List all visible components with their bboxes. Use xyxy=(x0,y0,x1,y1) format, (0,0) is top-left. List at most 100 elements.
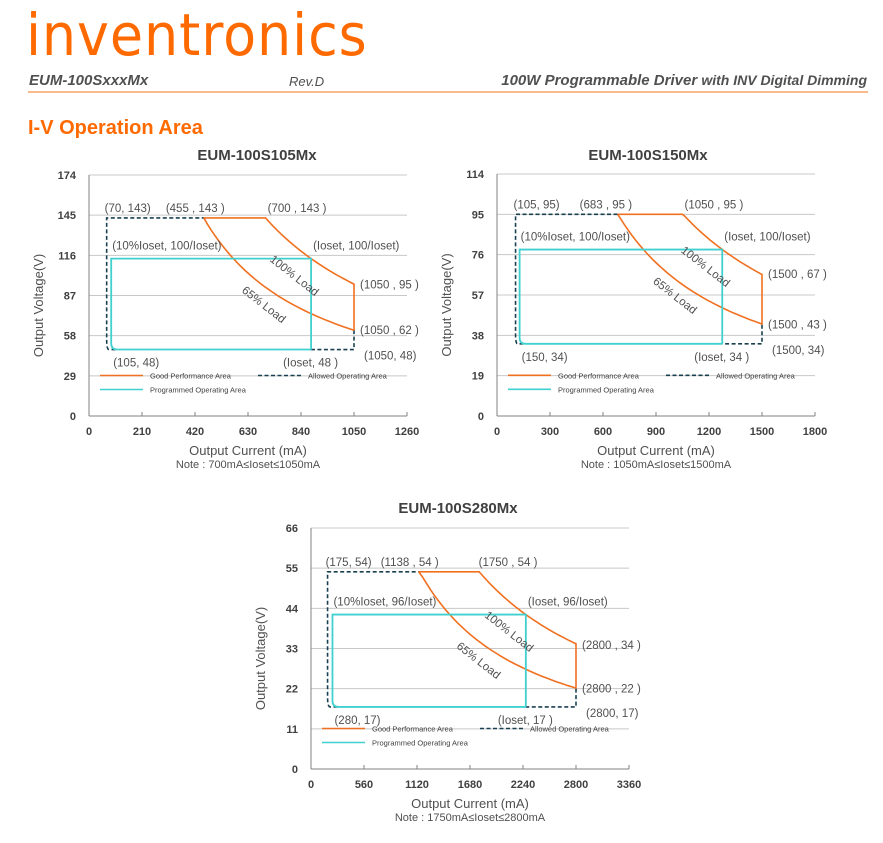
point-label-p9: (105, 48) xyxy=(113,358,159,370)
point-label-p1: (70, 143) xyxy=(105,203,151,215)
x-axis-label: Output Current (mA) xyxy=(597,443,715,458)
x-tick-label: 0 xyxy=(308,779,314,791)
y-tick-label: 95 xyxy=(472,209,484,221)
load-65-label: 65% Load xyxy=(239,285,287,326)
legend-label-allowed: Allowed Operating Area xyxy=(530,725,610,734)
y-tick-label: 116 xyxy=(58,250,76,262)
x-axis-label: Output Current (mA) xyxy=(411,796,529,811)
x-tick-label: 1200 xyxy=(697,426,721,438)
y-tick-label: 0 xyxy=(292,764,298,776)
good-performance-100-load-line xyxy=(203,217,355,331)
x-tick-label: 2240 xyxy=(511,779,535,791)
good-performance-65-load-line xyxy=(203,217,355,332)
programmed-area-line xyxy=(518,248,724,345)
point-label-p1: (175, 54) xyxy=(326,557,372,569)
x-tick-label: 630 xyxy=(239,426,257,438)
point-label-p5: (Ioset, 96/Ioset) xyxy=(528,597,608,609)
legend-label-good-performance: Good Performance Area xyxy=(558,371,640,380)
point-label-p1: (105, 95) xyxy=(514,199,560,211)
y-tick-label: 55 xyxy=(286,563,298,575)
y-tick-label: 57 xyxy=(472,290,484,302)
point-label-p9: (280, 17) xyxy=(334,715,380,727)
point-label-p4: (10%Ioset, 100/Ioset) xyxy=(112,241,221,253)
point-label-p8: (1500, 34) xyxy=(772,345,825,357)
allowed-area-line xyxy=(105,217,204,351)
point-label-p4: (10%Ioset, 96/Ioset) xyxy=(333,597,436,609)
point-label-p2: (455 , 143 ) xyxy=(166,203,225,215)
point-label-p9: (150, 34) xyxy=(522,352,568,364)
y-axis-label: Output Voltage(V) xyxy=(31,254,46,357)
point-label-p3: (1050 , 95 ) xyxy=(685,199,744,211)
point-label-p10: (Ioset, 48 ) xyxy=(283,358,338,370)
x-tick-label: 210 xyxy=(133,426,151,438)
point-label-p2: (683 , 95 ) xyxy=(580,199,633,211)
chart-title: EUM-100S280Mx xyxy=(398,500,518,517)
allowed-area-line xyxy=(722,324,763,345)
load-65-label: 65% Load xyxy=(454,640,502,681)
y-axis-label: Output Voltage(V) xyxy=(439,253,454,356)
header-title: 100W Programmable Driver with INV Digita… xyxy=(501,72,867,89)
y-tick-label: 22 xyxy=(286,684,298,696)
y-tick-label: 0 xyxy=(70,411,76,423)
good-performance-65-load-line xyxy=(616,213,763,325)
allowed-area-line xyxy=(326,571,419,708)
point-label-p5: (Ioset, 100/Ioset) xyxy=(313,241,399,253)
good-performance-65-load-line xyxy=(418,571,577,689)
allowed-area-line xyxy=(525,688,577,708)
point-label-p4: (10%Ioset, 100/Ioset) xyxy=(521,232,630,244)
point-label-p3: (700 , 143 ) xyxy=(268,203,327,215)
header-divider xyxy=(28,91,868,93)
x-axis-label: Output Current (mA) xyxy=(189,443,307,458)
point-label-p10: (Ioset, 17 ) xyxy=(498,715,553,727)
legend-label-programmed: Programmed Operating Area xyxy=(372,739,469,748)
point-label-p2: (1138 , 54 ) xyxy=(381,557,439,569)
y-tick-label: 58 xyxy=(64,331,76,343)
y-tick-label: 11 xyxy=(286,724,298,736)
y-tick-label: 145 xyxy=(58,210,76,222)
inventronics-logo: inventronics xyxy=(26,1,368,69)
header-title-tail: with INV Digital Dimming xyxy=(701,72,867,88)
legend-label-programmed: Programmed Operating Area xyxy=(558,385,655,394)
load-65-label: 65% Load xyxy=(650,275,698,316)
legend-label-allowed: Allowed Operating Area xyxy=(308,372,388,381)
y-tick-label: 76 xyxy=(472,250,484,262)
chart-title: EUM-100S105Mx xyxy=(197,147,317,164)
y-tick-label: 19 xyxy=(472,371,484,383)
point-label-p5: (Ioset, 100/Ioset) xyxy=(724,232,810,244)
header-model: EUM-100SxxxMx xyxy=(29,72,149,89)
header-revision: Rev.D xyxy=(289,74,325,89)
y-tick-label: 38 xyxy=(472,330,484,342)
allowed-area-line xyxy=(311,330,355,351)
point-label-p10: (Ioset, 34 ) xyxy=(694,352,749,364)
chart-note: Note : 700mA≤Ioset≤1050mA xyxy=(176,459,321,471)
y-tick-label: 114 xyxy=(466,169,485,181)
x-tick-label: 900 xyxy=(647,426,665,438)
x-tick-label: 0 xyxy=(494,426,500,438)
x-tick-label: 420 xyxy=(186,426,204,438)
y-tick-label: 87 xyxy=(64,291,76,303)
y-tick-label: 174 xyxy=(58,170,77,182)
point-label-p8: (1050, 48) xyxy=(364,351,417,363)
y-tick-label: 66 xyxy=(286,523,298,535)
x-tick-label: 1050 xyxy=(342,426,366,438)
point-label-p7: (1050 , 62 ) xyxy=(360,325,419,337)
chart-note: Note : 1750mA≤Ioset≤2800mA xyxy=(395,812,546,824)
allowed-area-line xyxy=(514,213,618,345)
point-label-p6: (1500 , 67 ) xyxy=(768,269,827,281)
x-tick-label: 1120 xyxy=(405,779,429,791)
x-tick-label: 840 xyxy=(292,426,310,438)
x-tick-label: 600 xyxy=(594,426,612,438)
chart-title: EUM-100S150Mx xyxy=(588,147,708,164)
legend-label-allowed: Allowed Operating Area xyxy=(716,371,796,380)
point-label-p6: (2800 , 34 ) xyxy=(582,640,641,652)
point-label-p7: (2800 , 22 ) xyxy=(582,684,641,696)
legend-label-programmed: Programmed Operating Area xyxy=(150,386,247,395)
programmed-area-line xyxy=(110,257,312,351)
chart-note: Note : 1050mA≤Ioset≤1500mA xyxy=(581,459,732,471)
x-tick-label: 560 xyxy=(355,779,373,791)
header-title-main: 100W Programmable Driver xyxy=(501,72,698,89)
programmed-area-line xyxy=(331,613,527,708)
point-label-p7: (1500 , 43 ) xyxy=(768,320,827,332)
x-tick-label: 3360 xyxy=(617,779,641,791)
